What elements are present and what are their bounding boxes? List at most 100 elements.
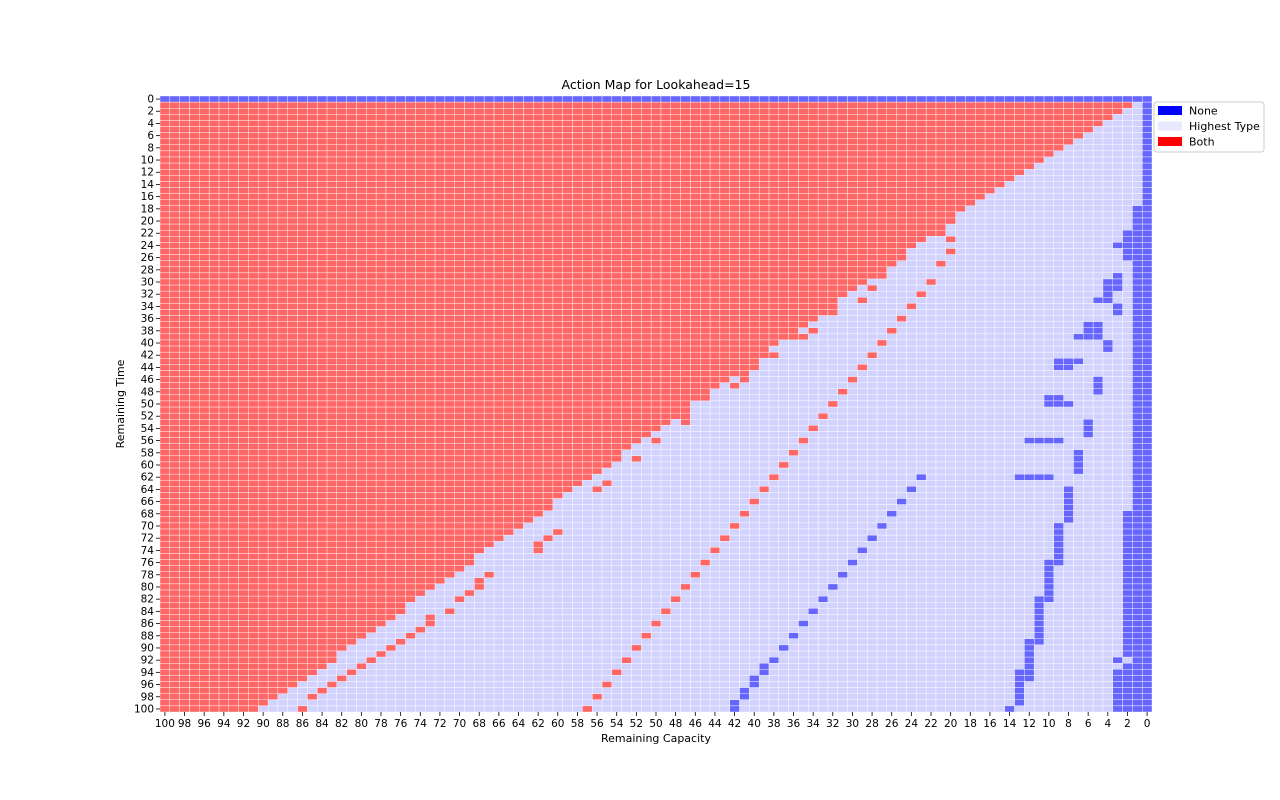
heatmap-cell (925, 290, 937, 298)
heatmap-cell (827, 187, 838, 194)
heatmap-cell (375, 199, 387, 206)
heatmap-cell (916, 382, 927, 389)
heatmap-cell (621, 211, 632, 219)
heatmap-cell (1092, 272, 1104, 280)
heatmap-cell (817, 120, 829, 127)
heatmap-cell (945, 364, 956, 371)
heatmap-cell (513, 382, 524, 389)
heatmap-cell (415, 266, 426, 274)
heatmap-cell (778, 223, 789, 231)
heatmap-cell (876, 315, 888, 322)
heatmap-cell (1043, 345, 1054, 353)
heatmap-cell (415, 175, 426, 182)
heatmap-cell (336, 199, 347, 206)
heatmap-cell (660, 260, 671, 267)
heatmap-cell (179, 144, 190, 152)
heatmap-cell (434, 309, 446, 316)
heatmap-cell (896, 193, 907, 200)
heatmap-cell (1092, 339, 1104, 347)
heatmap-cell (336, 284, 347, 292)
heatmap-cell (827, 217, 838, 225)
heatmap-cell (533, 297, 544, 304)
heatmap-cell (857, 187, 868, 194)
heatmap-cell (847, 290, 858, 298)
heatmap-cell (591, 272, 603, 280)
heatmap-cell (611, 156, 622, 164)
heatmap-cell (169, 345, 180, 353)
heatmap-cell (297, 101, 308, 109)
heatmap-cell (356, 351, 367, 359)
heatmap-cell (405, 162, 416, 170)
heatmap-cell (778, 120, 789, 127)
heatmap-cell (189, 205, 200, 213)
heatmap-cell (228, 150, 239, 158)
heatmap-cell (955, 205, 966, 213)
heatmap-cell (1043, 309, 1054, 316)
heatmap-cell (395, 388, 406, 396)
heatmap-cell (808, 132, 819, 139)
heatmap-cell (808, 364, 819, 371)
heatmap-cell (444, 382, 455, 389)
heatmap-cell (1043, 144, 1054, 152)
heatmap-cell (935, 333, 946, 341)
heatmap-cell (434, 382, 446, 389)
heatmap-cell (758, 388, 770, 396)
heatmap-cell (424, 95, 436, 103)
heatmap-cell (886, 95, 897, 103)
heatmap-cell (945, 278, 956, 286)
heatmap-cell (238, 321, 249, 328)
heatmap-cell (827, 315, 838, 322)
heatmap-cell (660, 101, 671, 109)
heatmap-cell (778, 248, 789, 255)
heatmap-cell (375, 107, 387, 115)
heatmap-cell (641, 217, 652, 225)
heatmap-cell (454, 229, 465, 237)
heatmap-cell (523, 175, 534, 182)
heatmap-cell (847, 339, 858, 347)
heatmap-cell (994, 144, 1005, 152)
heatmap-cell (474, 297, 485, 304)
heatmap-cell (886, 321, 897, 328)
heatmap-cell (955, 126, 966, 133)
heatmap-cell (798, 217, 809, 225)
heatmap-cell (680, 156, 691, 164)
heatmap-cell (316, 297, 328, 304)
heatmap-cell (749, 175, 760, 182)
heatmap-cell (248, 290, 259, 298)
heatmap-cell (444, 388, 455, 396)
heatmap-cell (1053, 205, 1064, 213)
heatmap-cell (975, 382, 986, 389)
heatmap-cell (1102, 175, 1113, 182)
heatmap-cell (660, 236, 671, 243)
heatmap-cell (336, 150, 347, 158)
heatmap-cell (336, 382, 347, 389)
heatmap-cell (591, 315, 603, 322)
heatmap-cell (326, 382, 337, 389)
heatmap-cell (916, 260, 927, 267)
heatmap-cell (287, 217, 298, 225)
heatmap-cell (837, 217, 848, 225)
heatmap-cell (601, 217, 612, 225)
heatmap-cell (709, 187, 721, 194)
heatmap-cell (464, 376, 475, 383)
heatmap-cell (788, 364, 799, 371)
heatmap-cell (1053, 351, 1064, 359)
heatmap-cell (169, 126, 180, 133)
heatmap-cell (1112, 101, 1123, 109)
heatmap-cell (208, 156, 220, 164)
heatmap-cell (228, 132, 239, 139)
heatmap-cell (533, 229, 544, 237)
heatmap-cell (709, 181, 721, 188)
heatmap-cell (729, 229, 740, 237)
heatmap-cell (503, 211, 514, 219)
heatmap-cell (277, 175, 288, 182)
heatmap-cell (474, 126, 485, 133)
heatmap-cell (768, 351, 779, 359)
heatmap-cell (474, 358, 485, 365)
heatmap-cell (1112, 364, 1123, 371)
heatmap-cell (758, 199, 770, 206)
heatmap-cell (189, 388, 200, 396)
heatmap-cell (395, 321, 406, 328)
heatmap-cell (1102, 333, 1113, 341)
heatmap-cell (179, 345, 190, 353)
